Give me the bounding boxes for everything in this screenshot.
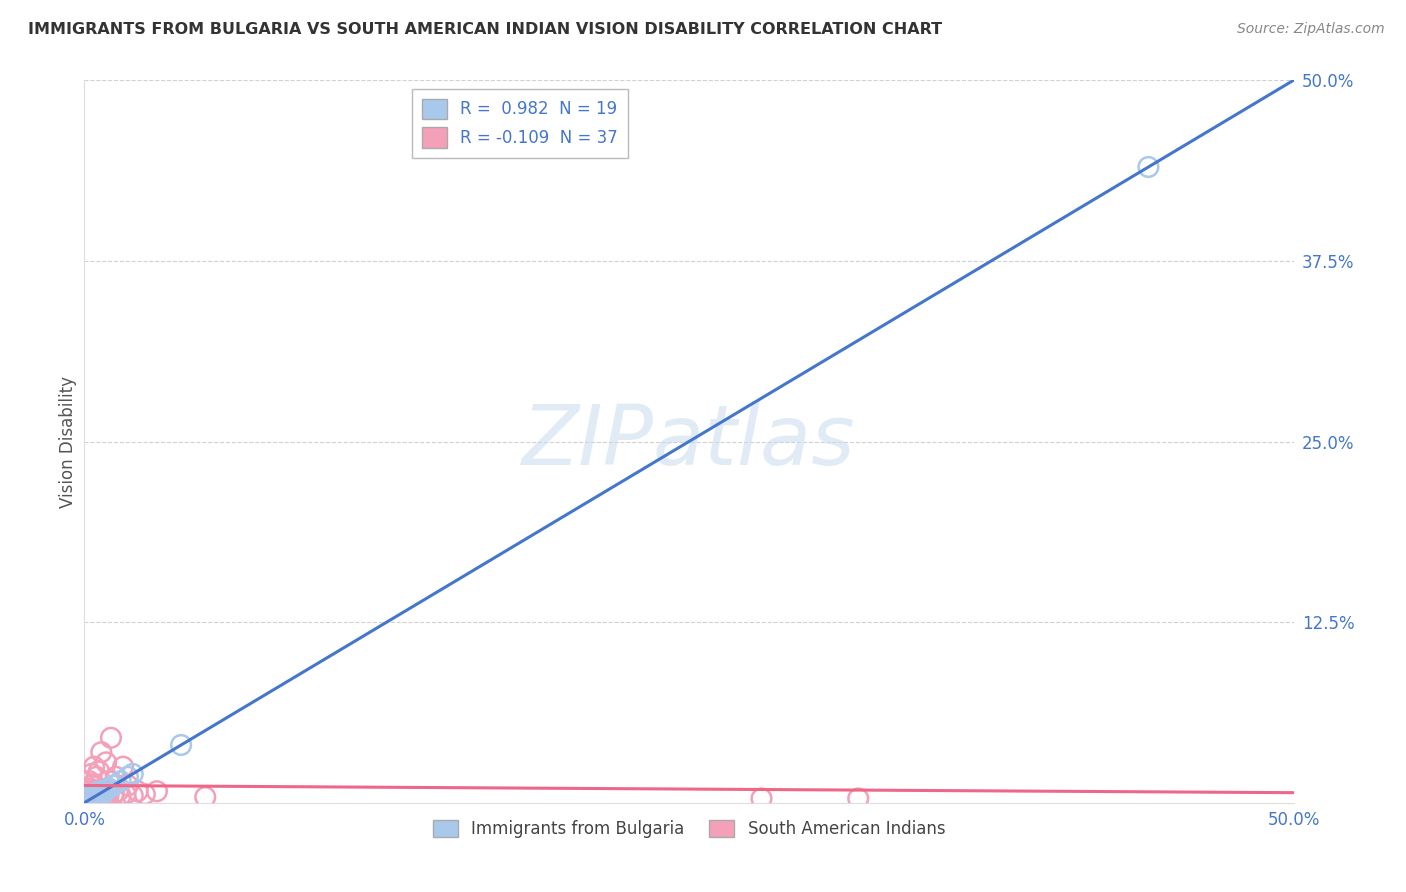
Point xyxy=(83,787,105,801)
Point xyxy=(80,789,103,803)
Point xyxy=(80,790,103,805)
Point xyxy=(87,787,110,801)
Point xyxy=(110,789,132,803)
Point xyxy=(86,786,108,800)
Point xyxy=(97,781,120,796)
Point xyxy=(117,779,139,793)
Point xyxy=(80,787,103,801)
Point xyxy=(134,787,156,801)
Point xyxy=(77,791,100,805)
Point xyxy=(114,787,136,801)
Point xyxy=(87,764,110,778)
Point xyxy=(90,745,112,759)
Point xyxy=(83,786,105,800)
Point xyxy=(117,770,139,784)
Point xyxy=(87,787,110,801)
Point xyxy=(77,774,100,789)
Point xyxy=(104,770,127,784)
Point xyxy=(86,789,108,803)
Legend: Immigrants from Bulgaria, South American Indians: Immigrants from Bulgaria, South American… xyxy=(426,814,952,845)
Point xyxy=(94,756,117,770)
Point xyxy=(107,784,129,798)
Point xyxy=(103,787,125,801)
Point xyxy=(83,777,105,791)
Point xyxy=(80,767,103,781)
Y-axis label: Vision Disability: Vision Disability xyxy=(59,376,77,508)
Point xyxy=(77,784,100,798)
Point xyxy=(751,791,773,805)
Point xyxy=(94,782,117,797)
Point xyxy=(83,760,105,774)
Point xyxy=(76,781,98,796)
Point xyxy=(100,731,122,745)
Point xyxy=(93,786,115,800)
Point xyxy=(127,784,149,798)
Point xyxy=(1137,160,1160,174)
Point xyxy=(90,784,112,798)
Text: IMMIGRANTS FROM BULGARIA VS SOUTH AMERICAN INDIAN VISION DISABILITY CORRELATION : IMMIGRANTS FROM BULGARIA VS SOUTH AMERIC… xyxy=(28,22,942,37)
Point xyxy=(76,793,98,807)
Point xyxy=(86,770,108,784)
Point xyxy=(90,786,112,800)
Point xyxy=(93,784,115,798)
Point xyxy=(77,790,100,805)
Point xyxy=(110,774,132,789)
Point xyxy=(846,791,869,805)
Point xyxy=(86,789,108,803)
Point xyxy=(97,774,120,789)
Point xyxy=(170,738,193,752)
Point xyxy=(97,789,120,803)
Point xyxy=(80,779,103,793)
Point xyxy=(77,790,100,805)
Point xyxy=(112,760,135,774)
Point xyxy=(76,789,98,803)
Point xyxy=(121,767,143,781)
Text: ZIPatlas: ZIPatlas xyxy=(522,401,856,482)
Point xyxy=(194,790,217,805)
Point xyxy=(146,784,169,798)
Point xyxy=(121,789,143,803)
Point xyxy=(94,787,117,801)
Text: Source: ZipAtlas.com: Source: ZipAtlas.com xyxy=(1237,22,1385,37)
Point xyxy=(103,779,125,793)
